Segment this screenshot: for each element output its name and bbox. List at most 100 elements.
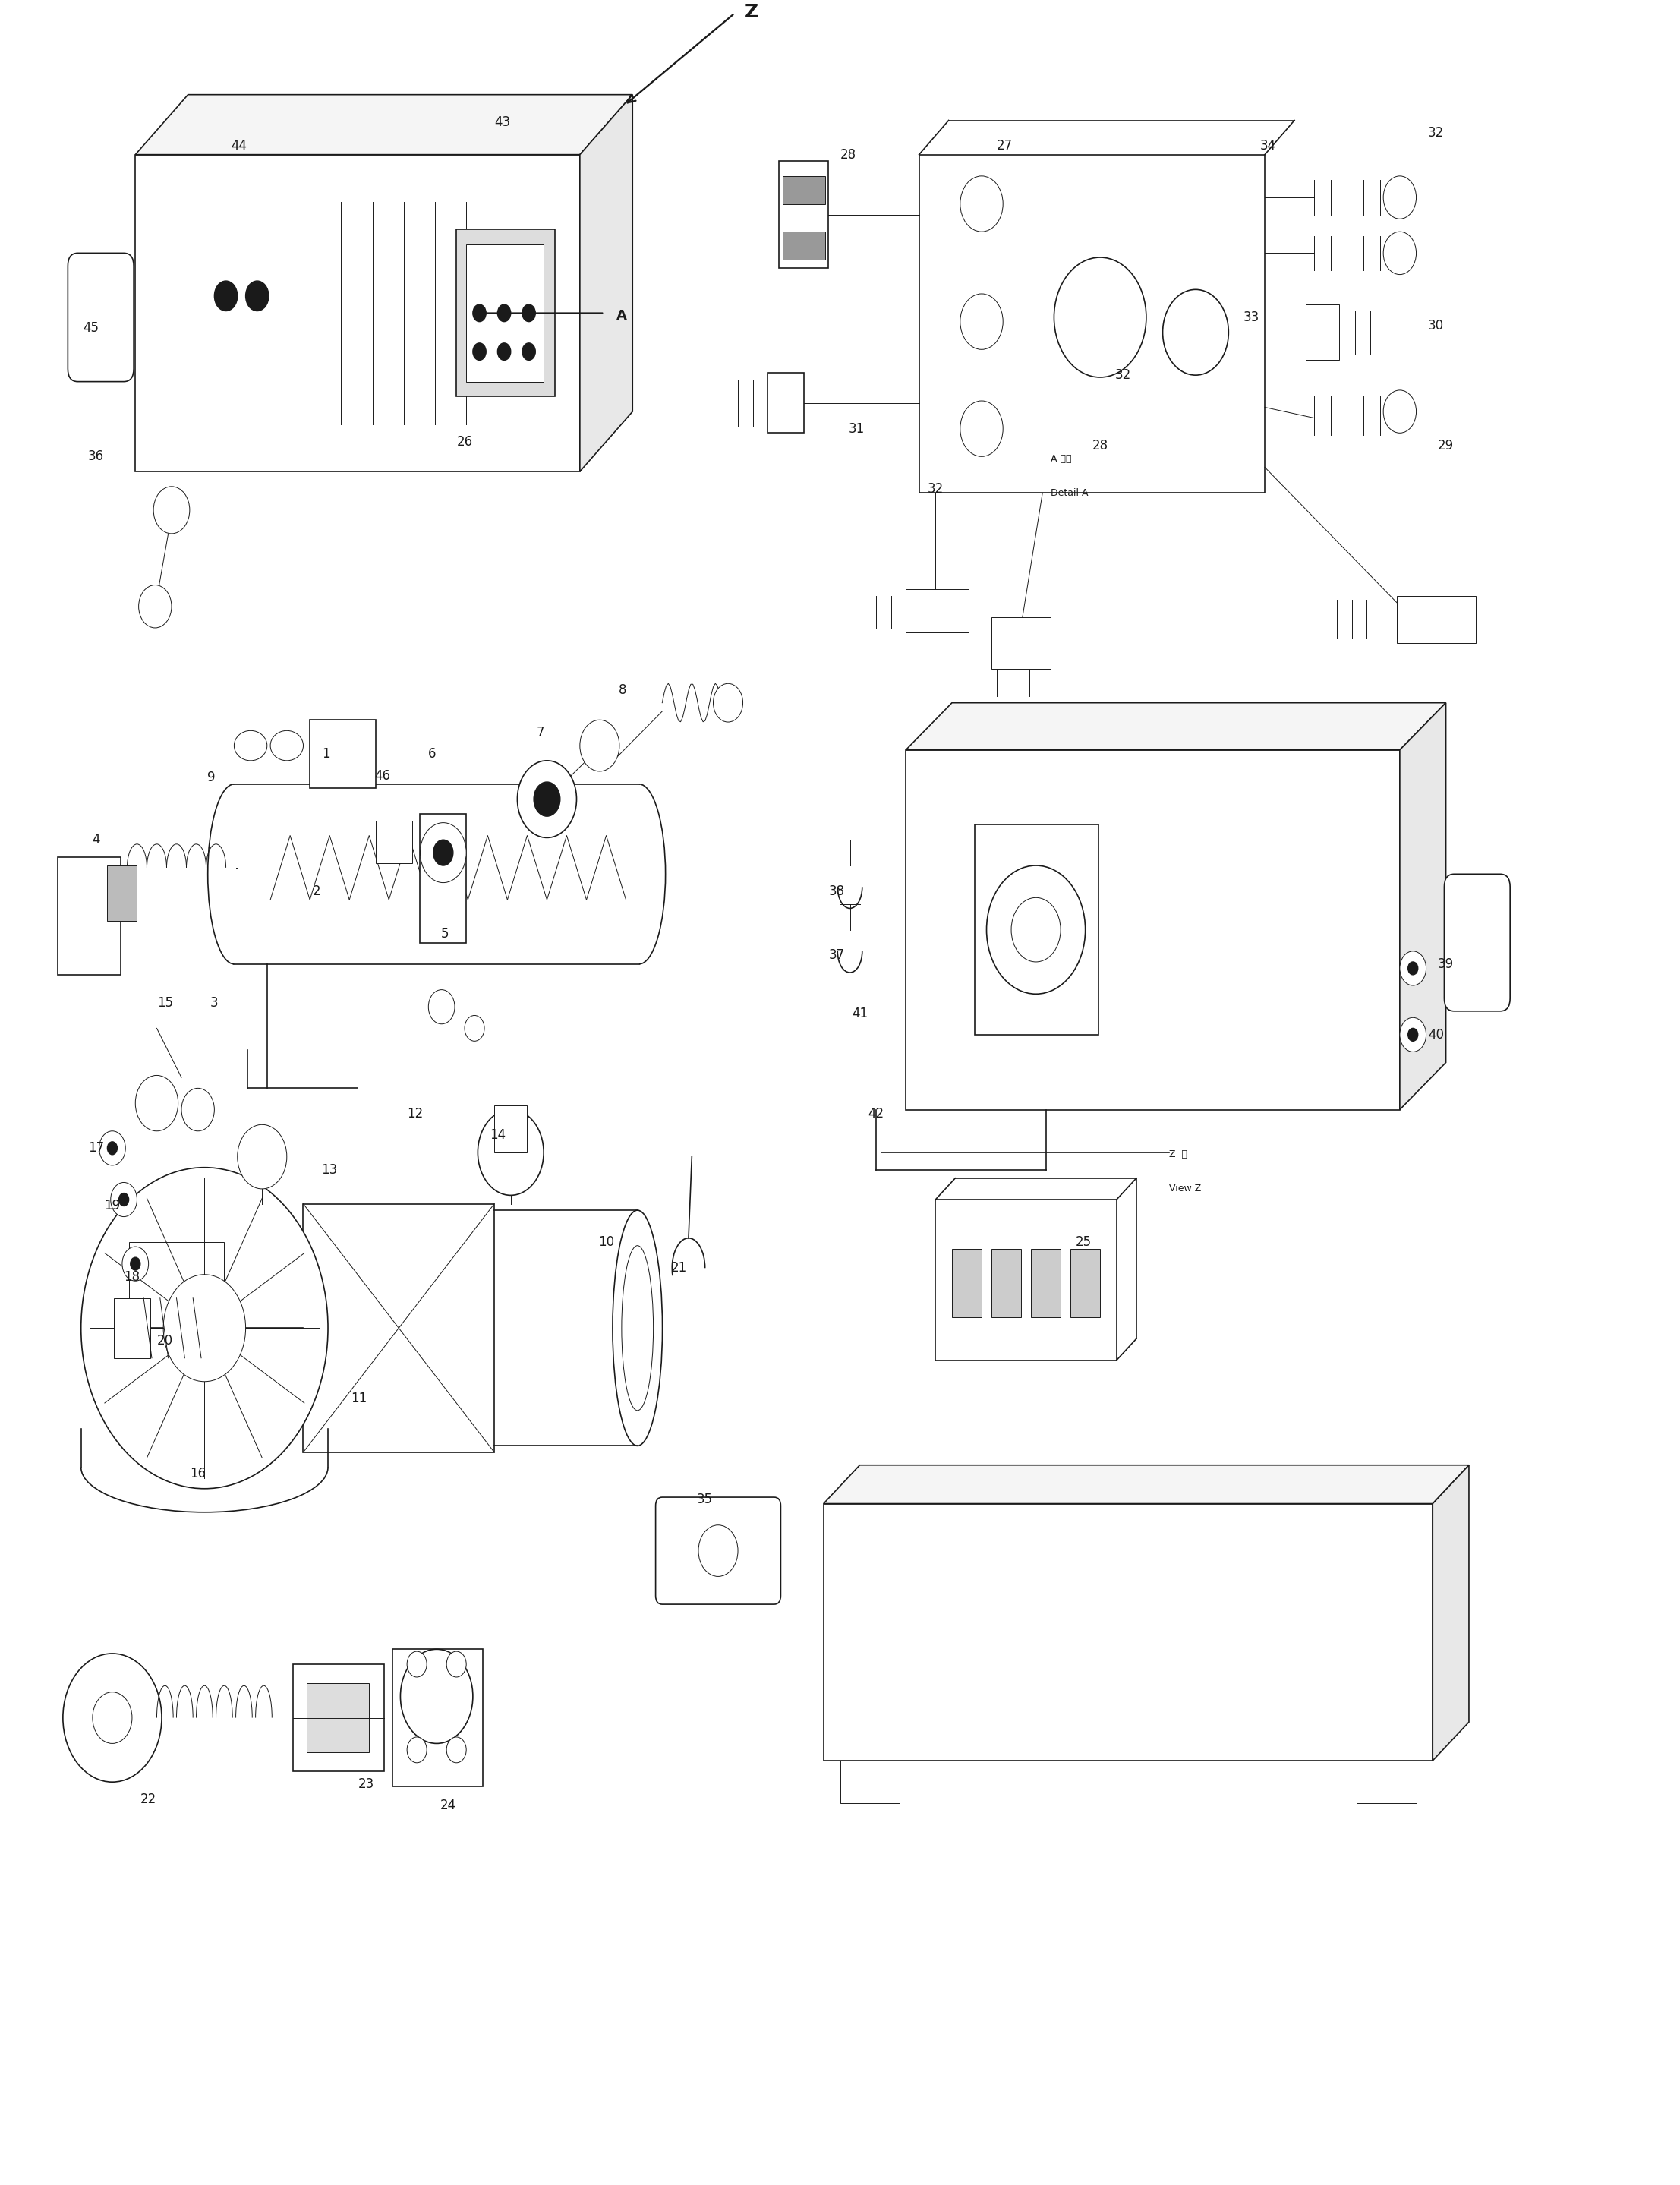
Text: 27: 27 bbox=[996, 140, 1013, 153]
Bar bbox=[783, 177, 825, 203]
Polygon shape bbox=[906, 704, 1446, 749]
Text: 38: 38 bbox=[828, 885, 845, 898]
Text: 25: 25 bbox=[1075, 1235, 1092, 1250]
Bar bbox=[840, 1761, 899, 1803]
Circle shape bbox=[447, 1737, 467, 1763]
Text: 35: 35 bbox=[697, 1492, 712, 1505]
Bar bbox=[129, 1243, 223, 1307]
Circle shape bbox=[472, 343, 486, 361]
Ellipse shape bbox=[622, 1245, 654, 1412]
Polygon shape bbox=[1433, 1466, 1468, 1761]
Circle shape bbox=[522, 304, 536, 321]
Bar bbox=[991, 616, 1050, 669]
Bar bbox=[304, 1204, 494, 1453]
Text: 36: 36 bbox=[87, 450, 104, 463]
Circle shape bbox=[215, 282, 237, 310]
Text: 8: 8 bbox=[618, 684, 627, 697]
Circle shape bbox=[534, 782, 559, 817]
Text: 45: 45 bbox=[82, 321, 99, 334]
Text: 39: 39 bbox=[1438, 957, 1453, 970]
Text: 1: 1 bbox=[323, 747, 331, 760]
Circle shape bbox=[400, 1650, 472, 1744]
Circle shape bbox=[1011, 898, 1060, 961]
Text: 24: 24 bbox=[440, 1798, 457, 1811]
Circle shape bbox=[986, 865, 1085, 994]
Bar bbox=[391, 1650, 482, 1787]
Ellipse shape bbox=[613, 1210, 662, 1446]
Text: 40: 40 bbox=[1428, 1027, 1445, 1042]
Text: 41: 41 bbox=[852, 1007, 869, 1020]
Text: 5: 5 bbox=[440, 926, 449, 942]
Text: 46: 46 bbox=[375, 769, 390, 782]
Text: 14: 14 bbox=[489, 1127, 506, 1143]
Circle shape bbox=[1408, 961, 1418, 975]
Text: 34: 34 bbox=[1260, 140, 1277, 153]
Circle shape bbox=[237, 1125, 287, 1189]
Text: View Z: View Z bbox=[1169, 1184, 1201, 1193]
Circle shape bbox=[961, 400, 1003, 457]
Bar bbox=[420, 815, 467, 942]
Text: 7: 7 bbox=[536, 725, 544, 739]
Text: Z  視: Z 視 bbox=[1169, 1149, 1188, 1160]
Bar bbox=[494, 1106, 528, 1151]
Text: 32: 32 bbox=[1116, 369, 1131, 382]
Text: 3: 3 bbox=[210, 996, 218, 1009]
Circle shape bbox=[62, 1654, 161, 1783]
Circle shape bbox=[961, 293, 1003, 350]
Text: A: A bbox=[617, 308, 627, 323]
Circle shape bbox=[139, 586, 171, 627]
Ellipse shape bbox=[234, 730, 267, 760]
Bar bbox=[1396, 597, 1475, 642]
Circle shape bbox=[407, 1652, 427, 1678]
Circle shape bbox=[1408, 1029, 1418, 1040]
Circle shape bbox=[1053, 258, 1146, 378]
Text: 2: 2 bbox=[312, 885, 321, 898]
Text: 15: 15 bbox=[156, 996, 173, 1009]
Bar bbox=[1357, 1761, 1416, 1803]
Circle shape bbox=[714, 684, 743, 721]
Text: 19: 19 bbox=[104, 1200, 121, 1213]
Circle shape bbox=[517, 760, 576, 837]
Circle shape bbox=[1383, 391, 1416, 433]
Text: 31: 31 bbox=[848, 422, 865, 435]
Bar bbox=[309, 719, 376, 789]
Circle shape bbox=[99, 1132, 126, 1165]
Text: 28: 28 bbox=[1092, 439, 1109, 452]
Bar bbox=[114, 1298, 150, 1359]
Circle shape bbox=[420, 824, 467, 883]
Text: 9: 9 bbox=[207, 771, 215, 784]
Bar bbox=[906, 590, 968, 631]
Text: 20: 20 bbox=[156, 1335, 173, 1348]
Bar bbox=[783, 232, 825, 260]
Ellipse shape bbox=[270, 730, 304, 760]
Text: 37: 37 bbox=[828, 948, 845, 961]
Bar bbox=[108, 865, 138, 922]
Circle shape bbox=[131, 1256, 139, 1269]
Circle shape bbox=[465, 1016, 484, 1040]
Bar bbox=[376, 822, 412, 863]
Bar bbox=[136, 155, 580, 472]
Circle shape bbox=[407, 1737, 427, 1763]
FancyBboxPatch shape bbox=[655, 1497, 781, 1604]
Text: 22: 22 bbox=[141, 1792, 156, 1807]
Circle shape bbox=[428, 990, 455, 1025]
Text: 26: 26 bbox=[457, 435, 472, 448]
Bar bbox=[974, 826, 1099, 1036]
Circle shape bbox=[181, 1088, 215, 1132]
Circle shape bbox=[580, 719, 620, 771]
Text: 17: 17 bbox=[87, 1141, 104, 1156]
Circle shape bbox=[472, 304, 486, 321]
Circle shape bbox=[153, 487, 190, 533]
Text: 43: 43 bbox=[494, 116, 511, 129]
Bar bbox=[823, 1503, 1433, 1761]
Bar bbox=[919, 155, 1265, 494]
Text: Z: Z bbox=[744, 2, 758, 22]
Text: 32: 32 bbox=[927, 483, 944, 496]
Circle shape bbox=[447, 1652, 467, 1678]
Circle shape bbox=[245, 282, 269, 310]
Bar bbox=[1070, 1250, 1100, 1318]
Circle shape bbox=[1383, 177, 1416, 218]
Text: 30: 30 bbox=[1428, 319, 1445, 332]
Bar bbox=[306, 1682, 370, 1752]
Circle shape bbox=[92, 1691, 133, 1744]
